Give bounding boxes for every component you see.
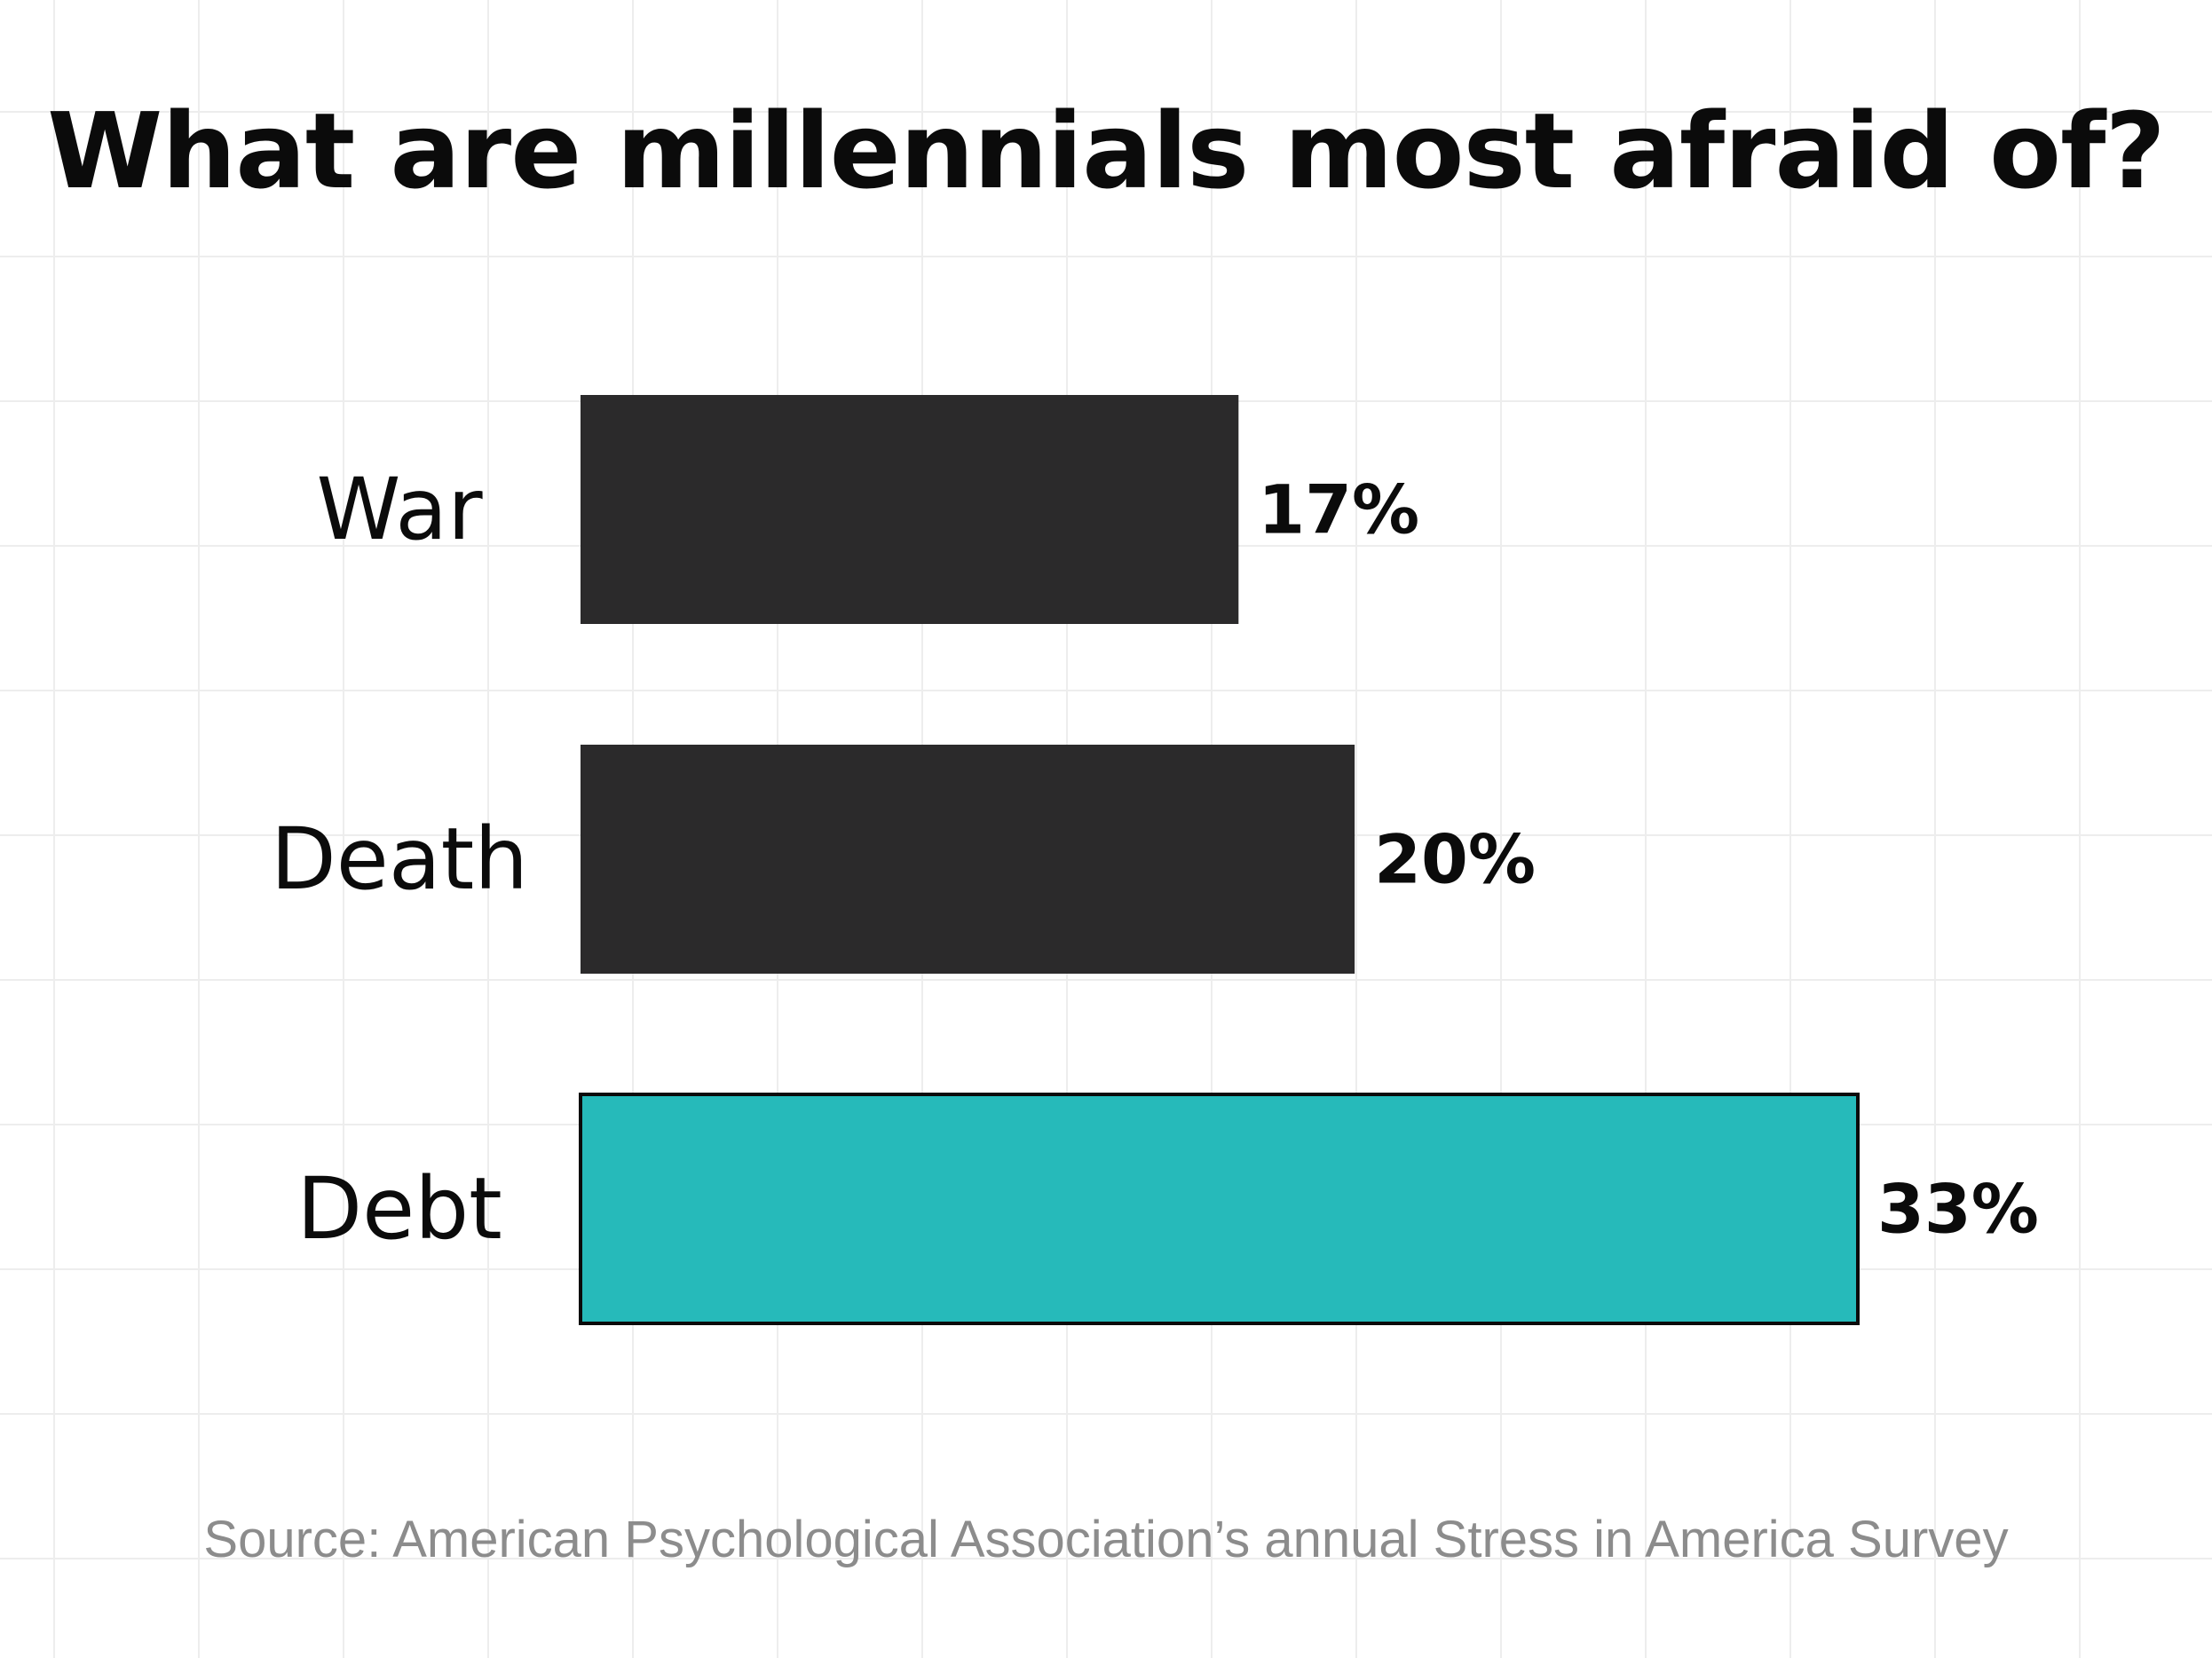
chart-title: What are millennials most afraid of? (47, 90, 2166, 212)
source-note: Source: American Psychological Associati… (203, 1511, 2009, 1568)
bars-layer (579, 395, 1860, 1325)
value-label-war: 17% (1258, 470, 1419, 549)
labels-layer: War 17% Death 20% Debt 33% (271, 460, 2039, 1259)
value-label-debt: 33% (1877, 1170, 2039, 1249)
bar-war (581, 395, 1239, 624)
category-label-debt: Debt (296, 1159, 502, 1259)
bar-death (581, 745, 1355, 974)
bar-debt (579, 1093, 1860, 1325)
category-label-death: Death (271, 809, 528, 909)
value-label-death: 20% (1374, 820, 1536, 899)
category-label-war: War (316, 460, 483, 559)
